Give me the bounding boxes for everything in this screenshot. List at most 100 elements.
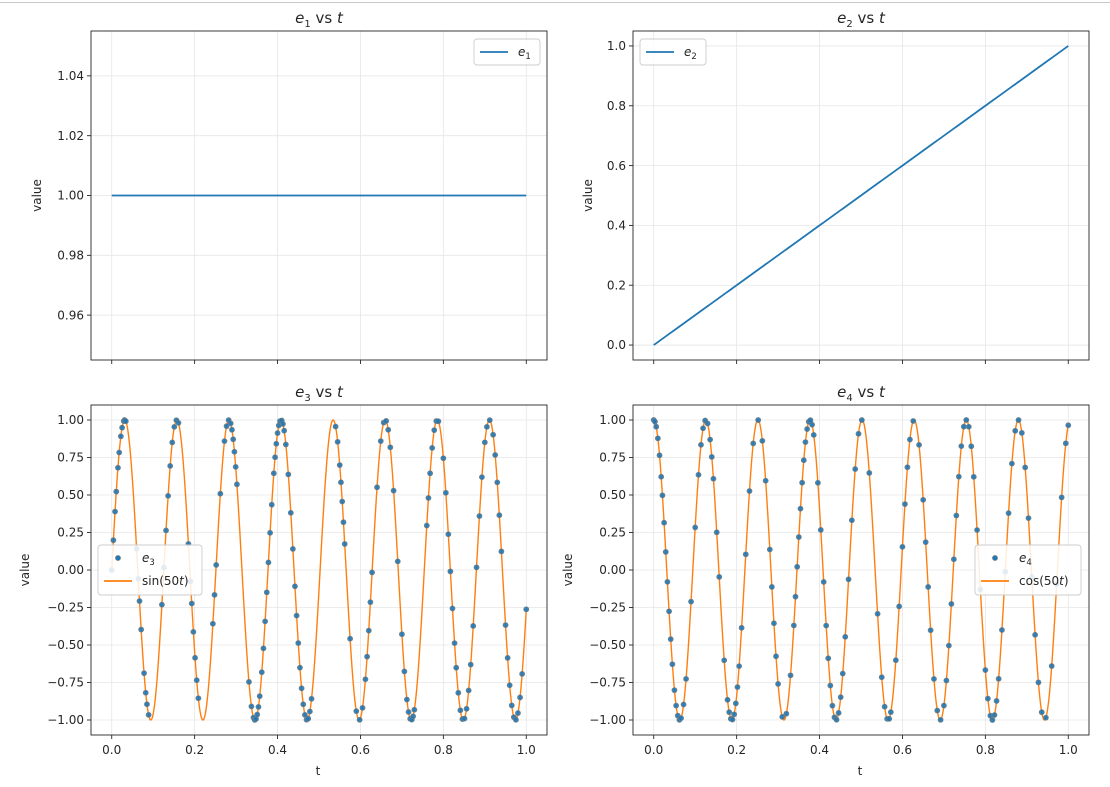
y-tick-label: −0.25 — [589, 601, 626, 615]
data-point — [405, 709, 412, 715]
data-point — [916, 441, 922, 448]
data-point — [927, 627, 934, 634]
data-point — [742, 551, 749, 558]
data-point — [175, 419, 182, 426]
legend: e1 — [473, 38, 541, 66]
data-point — [755, 417, 762, 423]
chart-title: e4 vs t — [837, 383, 886, 404]
legend: e4 cos(50t) — [974, 544, 1082, 596]
legend-label: e1 — [518, 45, 531, 62]
y-tick-label: 1.00 — [599, 413, 626, 427]
data-point — [449, 605, 456, 612]
data-point — [427, 470, 433, 477]
data-point — [1015, 417, 1022, 423]
axes-frame — [632, 30, 1090, 361]
data-point — [411, 706, 418, 713]
data-point — [305, 715, 312, 722]
data-point — [390, 487, 397, 494]
title-symbol: e — [837, 383, 846, 401]
data-point — [661, 519, 667, 526]
data-point — [116, 449, 123, 456]
data-point — [666, 608, 672, 615]
data-point — [771, 620, 777, 627]
data-point — [163, 527, 169, 534]
data-point — [289, 546, 296, 552]
data-point — [1008, 460, 1015, 467]
y-tick-label: 1.04 — [57, 69, 84, 83]
y-tick-label: 0.00 — [599, 563, 626, 577]
title-text: vs — [311, 9, 337, 27]
data-point — [855, 430, 862, 437]
x-tick-label: 0.0 — [102, 743, 121, 757]
data-point — [167, 463, 174, 469]
x-tick-label: 1.0 — [517, 743, 536, 757]
legend-dot-swatch — [115, 555, 121, 561]
data-point — [517, 694, 523, 701]
legend-subscript: 1 — [525, 52, 530, 62]
data-point — [295, 640, 302, 646]
data-point — [902, 501, 908, 507]
y-tick-label: 1.02 — [57, 129, 84, 143]
data-point — [110, 537, 117, 544]
data-point — [662, 549, 669, 555]
data-point — [332, 423, 339, 430]
data-point — [881, 703, 888, 710]
data-point — [353, 708, 360, 715]
data-point — [141, 670, 147, 677]
y-axis: −1.00 −0.75 −0.50 −0.25 0.00 0.25 0.50 0.75 1.00 — [589, 413, 633, 727]
x-axis: 0.0 0.2 0.4 0.6 0.8 1.0 — [644, 735, 1078, 757]
legend-text: sin(50 — [142, 574, 179, 588]
data-point — [653, 423, 660, 430]
data-point — [773, 653, 779, 660]
x-axis — [653, 360, 1069, 364]
data-point — [339, 498, 346, 505]
data-point — [377, 438, 384, 444]
data-point — [716, 574, 723, 580]
data-point — [383, 418, 390, 424]
data-point — [848, 517, 855, 524]
data-point — [476, 513, 483, 519]
data-point — [145, 711, 152, 718]
data-point — [483, 423, 490, 430]
data-point — [113, 488, 120, 495]
data-point — [920, 496, 927, 503]
data-point — [779, 713, 786, 720]
title-subscript: 4 — [846, 393, 852, 404]
data-point — [688, 598, 694, 605]
data-point — [263, 589, 270, 596]
legend-symbol: e — [142, 551, 149, 565]
data-point — [766, 546, 773, 553]
data-point — [445, 531, 452, 538]
y-tick-label: −0.50 — [47, 638, 84, 652]
x-axis-label: t — [316, 764, 321, 778]
data-point — [664, 578, 671, 585]
data-point — [451, 640, 458, 647]
y-tick-label: 0.96 — [57, 308, 84, 322]
data-point — [925, 584, 932, 590]
data-point — [1065, 422, 1072, 429]
data-point — [792, 593, 799, 600]
subplot-4: 0.0 0.2 0.4 0.6 0.8 1.0 −1.00 −0.75 −0.50 −0.25 0.… — [561, 383, 1090, 778]
data-point — [704, 420, 711, 427]
data-point — [265, 559, 272, 566]
data-point — [707, 436, 714, 443]
data-point — [282, 441, 289, 448]
y-axis-label: value — [581, 179, 595, 212]
y-tick-label: 0.2 — [607, 278, 626, 292]
data-point — [515, 710, 521, 716]
data-point — [306, 708, 313, 715]
legend-symbol: e — [684, 45, 691, 59]
data-point — [695, 471, 702, 478]
data-point — [498, 548, 505, 555]
data-point — [374, 484, 380, 491]
data-point — [842, 633, 849, 640]
data-point — [899, 543, 906, 550]
data-point — [463, 705, 470, 712]
data-point — [762, 477, 769, 484]
data-point — [710, 475, 717, 482]
legend: e3 sin(50t) — [97, 544, 203, 596]
data-point — [213, 562, 220, 568]
legend-text: cos(50 — [1019, 574, 1059, 588]
x-tick-label: 0.6 — [351, 743, 370, 757]
data-point — [953, 512, 960, 519]
